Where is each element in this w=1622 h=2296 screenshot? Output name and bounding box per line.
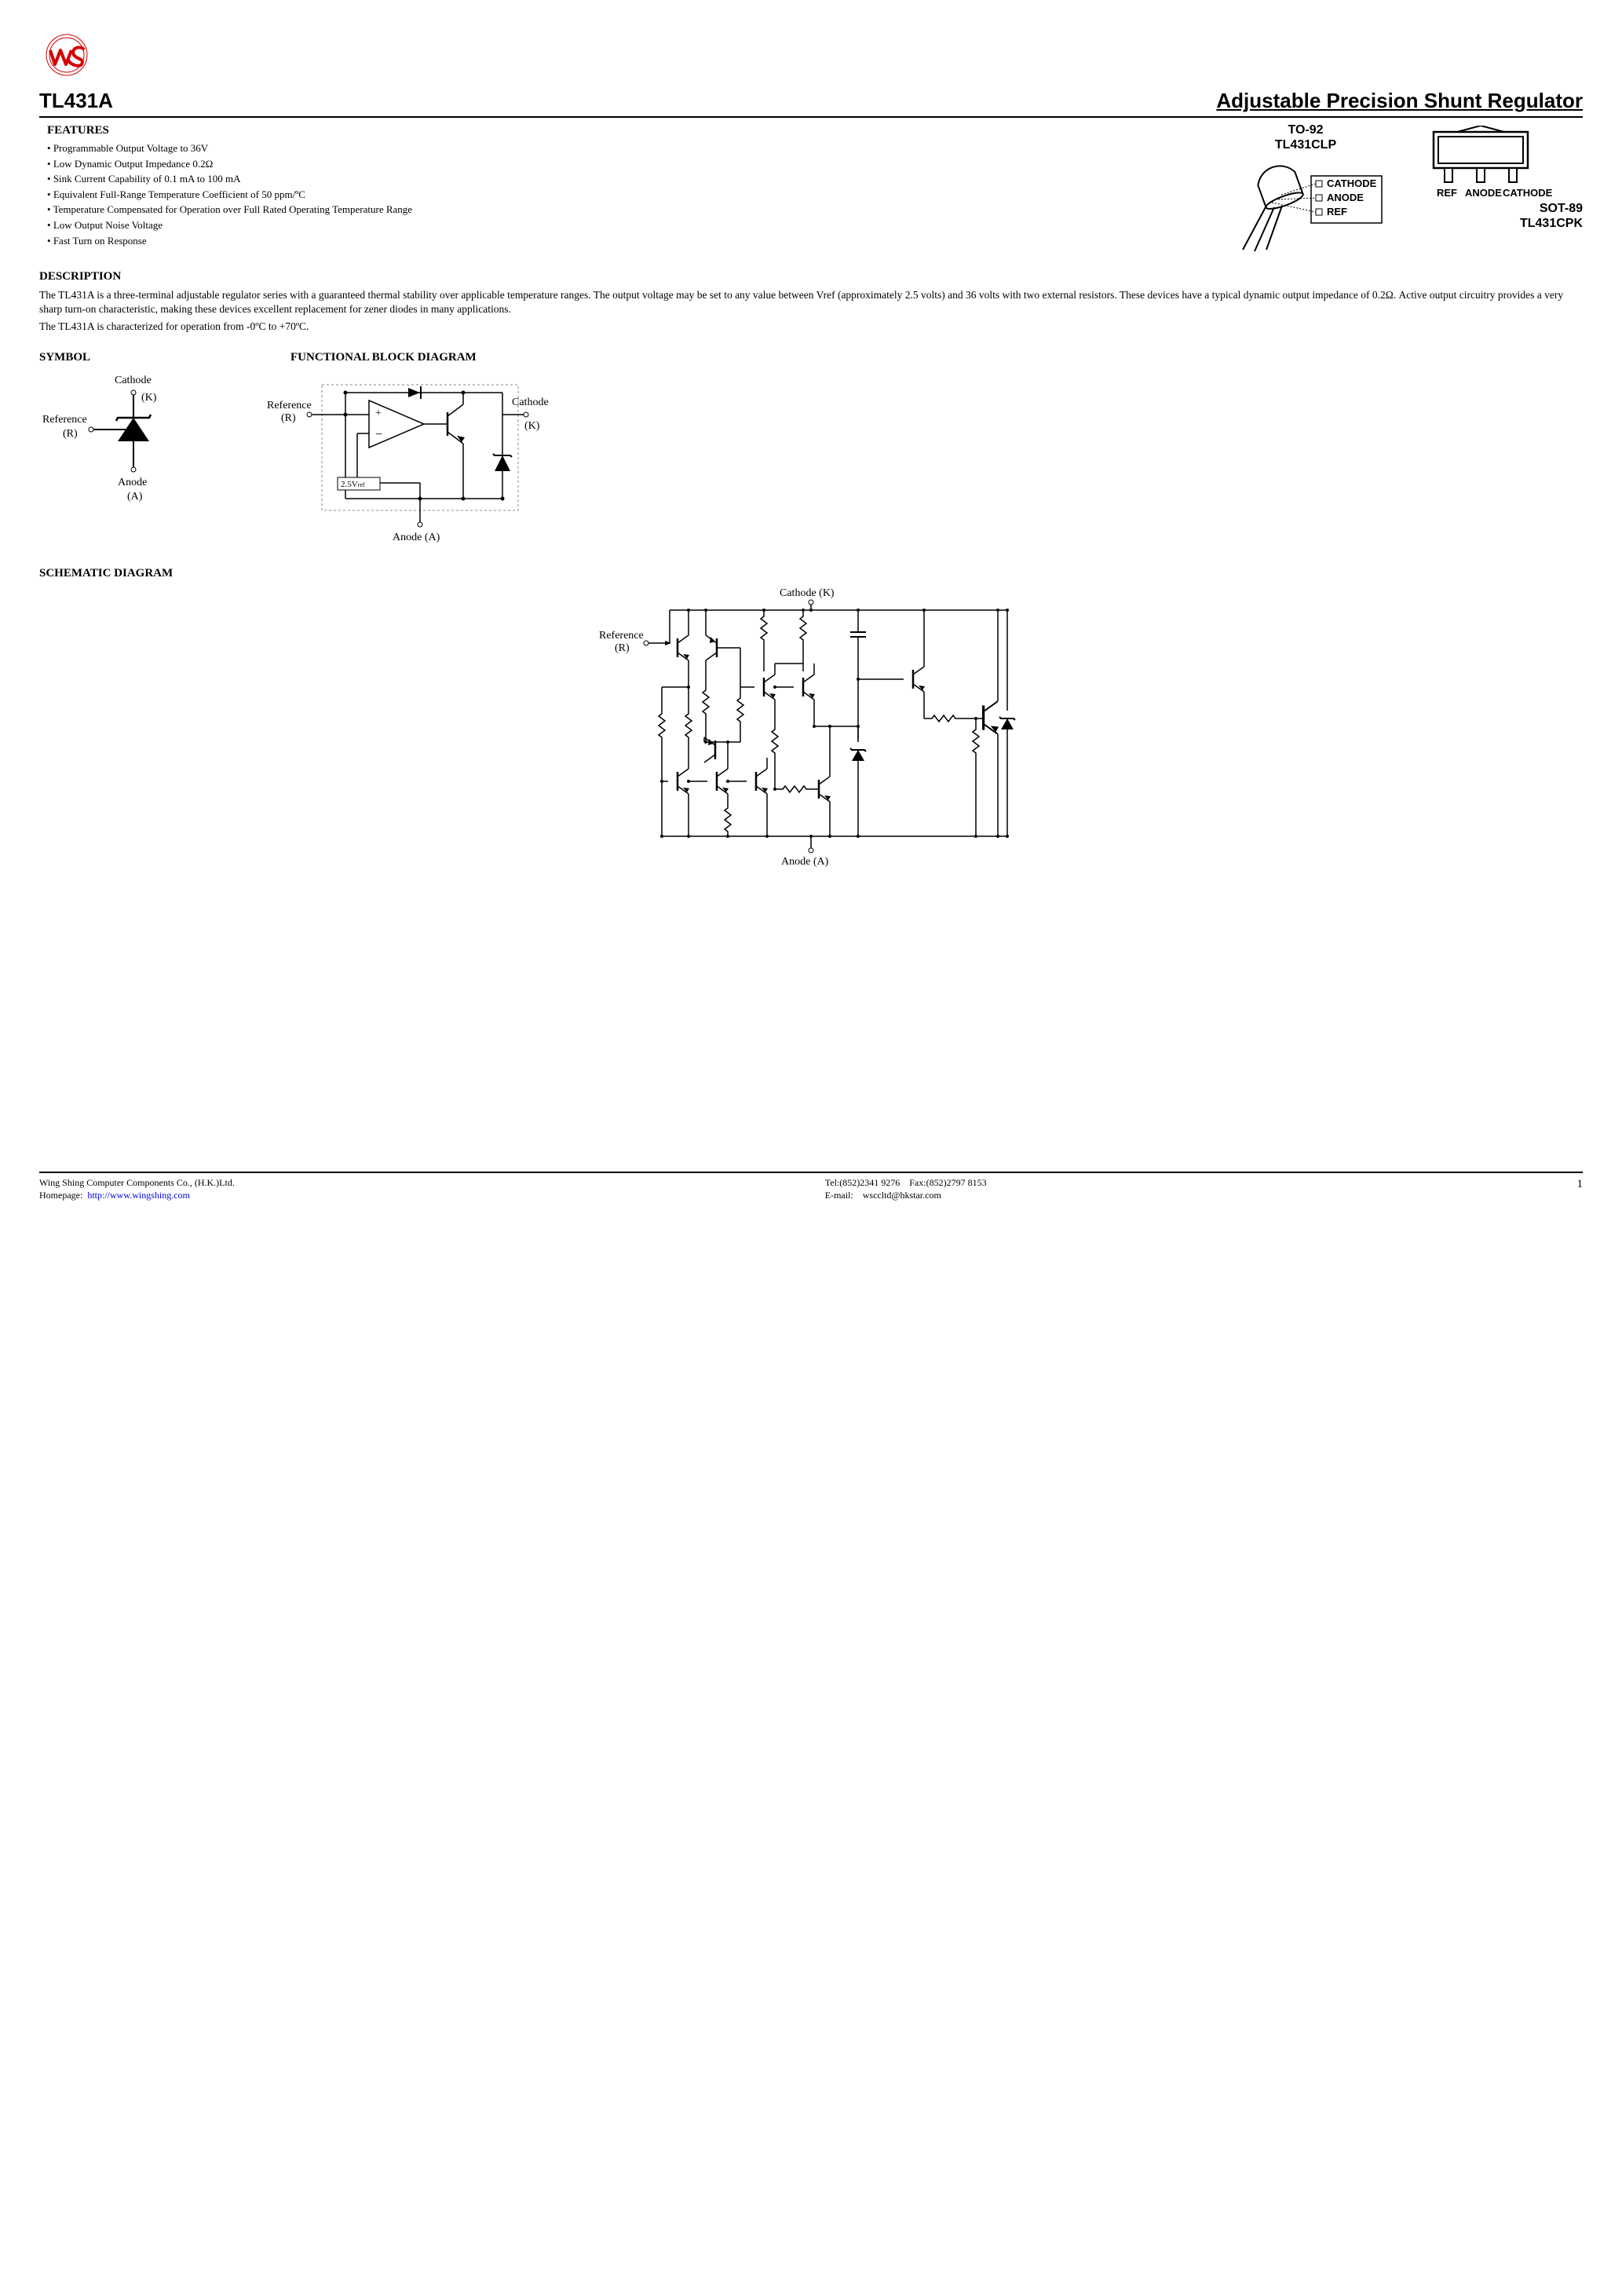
svg-text:CATHODE: CATHODE <box>1503 187 1553 199</box>
footer-company: Wing Shing Computer Components Co., (H.K… <box>39 1177 235 1188</box>
pkg2-line1: SOT-89 <box>1402 201 1583 216</box>
feature-item: Low Dynamic Output Impedance 0.2Ω <box>47 157 1209 171</box>
footer-left: Wing Shing Computer Components Co., (H.K… <box>39 1176 235 1201</box>
feature-item: Sink Current Capability of 0.1 mA to 100… <box>47 172 1209 186</box>
schematic-diagram-wrap: Cathode (K) Reference (R) Anode (A) <box>39 585 1583 873</box>
pkg2-line2: TL431CPK <box>1402 216 1583 231</box>
schematic-diagram: Cathode (K) Reference (R) Anode (A) <box>583 585 1039 868</box>
svg-text:(A): (A) <box>127 491 143 503</box>
svg-text:(R): (R) <box>281 412 296 424</box>
svg-text:(K): (K) <box>141 392 157 404</box>
functional-block-diagram: Reference (R) + − <box>267 369 550 550</box>
footer-homepage-label: Homepage: <box>39 1190 82 1201</box>
svg-text:Cathode: Cathode <box>115 375 152 386</box>
svg-text:(K): (K) <box>524 420 540 432</box>
footer: Wing Shing Computer Components Co., (H.K… <box>39 1172 1583 1201</box>
svg-text:Anode (A): Anode (A) <box>781 856 829 868</box>
svg-text:Reference: Reference <box>42 414 87 426</box>
svg-text:Reference: Reference <box>267 400 312 411</box>
feature-item: Fast Turn on Response <box>47 234 1209 248</box>
title-row: TL431A Adjustable Precision Shunt Regula… <box>39 87 1583 118</box>
features-list: Programmable Output Voltage to 36V Low D… <box>47 141 1209 247</box>
part-number: TL431A <box>39 87 113 115</box>
feature-item: Low Output Noise Voltage <box>47 218 1209 232</box>
description-heading: DESCRIPTION <box>39 269 1583 284</box>
pkg1-pin: ANODE <box>1327 192 1364 203</box>
doc-title: Adjustable Precision Shunt Regulator <box>1216 87 1583 115</box>
description-para: The TL431A is a three-terminal adjustabl… <box>39 288 1583 316</box>
symbol-func-row: SYMBOL Cathode (K) Anode (A) Reference (… <box>39 338 1583 554</box>
feature-item: Programmable Output Voltage to 36V <box>47 141 1209 155</box>
footer-email-label: E-mail: <box>825 1190 853 1201</box>
pkg1-pin: CATHODE <box>1327 177 1377 189</box>
svg-text:−: − <box>375 428 382 441</box>
pkg1-pin: REF <box>1327 206 1347 218</box>
svg-text:2.5Vref: 2.5Vref <box>341 480 365 489</box>
top-block: FEATURES Programmable Output Voltage to … <box>39 122 1583 258</box>
footer-email: wsccltd@hkstar.com <box>863 1190 941 1201</box>
svg-text:Anode: Anode <box>118 477 147 488</box>
page-number: 1 <box>1577 1176 1584 1201</box>
pkg1-line2: TL431CLP <box>1223 137 1388 152</box>
package-sot89: REF ANODE CATHODE SOT-89 TL431CPK <box>1402 122 1583 231</box>
description-block: The TL431A is a three-terminal adjustabl… <box>39 288 1583 335</box>
footer-mid: Tel:(852)2341 9276 Fax:(852)2797 8153 E-… <box>825 1176 987 1201</box>
logo <box>39 31 1583 84</box>
svg-text:Anode (A): Anode (A) <box>393 532 440 543</box>
svg-text:Cathode (K): Cathode (K) <box>780 587 835 599</box>
symbol-diagram: Cathode (K) Anode (A) Reference (R) <box>39 369 196 518</box>
features-heading: FEATURES <box>47 122 1209 138</box>
svg-text:(R): (R) <box>615 642 630 654</box>
schematic-heading: SCHEMATIC DIAGRAM <box>39 565 1583 581</box>
footer-homepage-link[interactable]: http://www.wingshing.com <box>87 1190 190 1201</box>
footer-fax: Fax:(852)2797 8153 <box>909 1177 986 1188</box>
svg-text:Reference: Reference <box>599 630 644 642</box>
svg-text:ANODE: ANODE <box>1465 187 1502 199</box>
svg-text:Cathode: Cathode <box>512 397 549 408</box>
package-to92: TO-92 TL431CLP CATHODE ANODE REF <box>1223 122 1388 258</box>
symbol-heading: SYMBOL <box>39 349 243 365</box>
svg-text:(R): (R) <box>63 428 78 440</box>
svg-text:REF: REF <box>1437 187 1457 199</box>
description-para: The TL431A is characterized for operatio… <box>39 320 1583 334</box>
feature-item: Temperature Compensated for Operation ov… <box>47 203 1209 217</box>
pkg1-line1: TO-92 <box>1223 122 1388 137</box>
func-heading: FUNCTIONAL BLOCK DIAGRAM <box>290 349 1583 365</box>
footer-tel: Tel:(852)2341 9276 <box>825 1177 900 1188</box>
features-block: FEATURES Programmable Output Voltage to … <box>39 122 1209 249</box>
feature-item: Equivalent Full-Range Temperature Coeffi… <box>47 188 1209 202</box>
svg-text:+: + <box>375 408 382 419</box>
